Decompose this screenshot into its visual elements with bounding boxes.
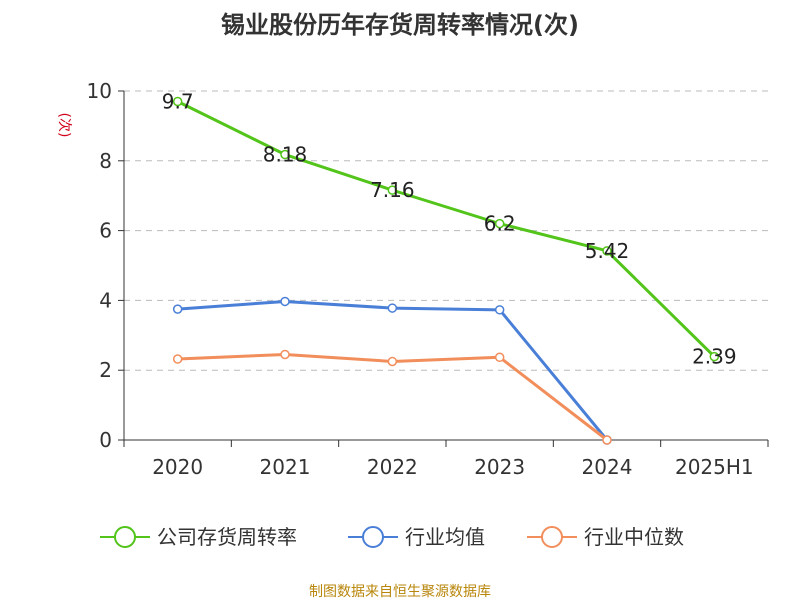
x-tick-label: 2020	[152, 455, 203, 479]
chart-title: 锡业股份历年存货周转率情况(次)	[221, 11, 579, 39]
legend-label: 公司存货周转率	[157, 525, 297, 549]
data-point[interactable]	[172, 96, 183, 107]
source-note: 制图数据来自恒生聚源数据库	[309, 584, 491, 600]
y-tick-label: 6	[99, 219, 112, 243]
data-labels: 9.7 8.18 7.16 6.2 5.42 2.39	[162, 89, 737, 368]
data-point[interactable]	[602, 246, 612, 256]
data-label: 7.16	[370, 178, 415, 202]
x-tick-label: 2022	[367, 455, 418, 479]
data-point[interactable]	[172, 354, 183, 364]
legend-marker-icon	[541, 526, 563, 548]
y-axis-label: (次)	[56, 113, 72, 138]
y-tick-label: 8	[99, 149, 112, 173]
y-tick-label: 4	[99, 288, 112, 312]
legend-marker-icon	[362, 526, 384, 548]
data-point[interactable]	[709, 351, 720, 362]
data-point[interactable]	[280, 296, 290, 307]
data-point[interactable]	[280, 349, 290, 360]
axes: 0 2 4 6 8 10 2020 2021 2022 2023 2024 2025H1	[87, 79, 769, 479]
x-tick-label: 2025H1	[675, 455, 754, 479]
x-tick-label: 2023	[474, 455, 525, 479]
data-label: 5.42	[585, 239, 630, 263]
data-point[interactable]	[387, 303, 398, 313]
gridlines	[124, 90, 768, 371]
y-tick-label: 0	[99, 428, 112, 452]
y-tick-label: 10	[87, 79, 112, 103]
x-tick-label: 2024	[582, 455, 633, 479]
series-group	[172, 96, 720, 445]
legend-item[interactable]: 行业中位数	[527, 525, 684, 549]
data-label: 9.7	[162, 89, 194, 113]
data-label: 2.39	[692, 345, 737, 369]
legend-item[interactable]: 公司存货周转率	[100, 525, 297, 549]
series-line	[177, 100, 716, 358]
y-tick-label: 2	[99, 358, 112, 382]
series-line	[177, 352, 608, 442]
legend-item[interactable]: 行业均值	[348, 525, 485, 549]
data-point[interactable]	[280, 149, 290, 160]
data-point[interactable]	[494, 352, 505, 363]
data-point[interactable]	[494, 305, 505, 315]
data-label: 6.2	[484, 212, 516, 236]
legend-marker-icon	[114, 526, 136, 548]
legend-label: 行业均值	[405, 525, 485, 549]
data-point[interactable]	[387, 185, 398, 195]
data-label: 8.18	[263, 143, 308, 167]
series-line	[177, 299, 609, 441]
legend-label: 行业中位数	[584, 525, 684, 549]
x-tick-label: 2021	[260, 455, 311, 479]
legend[interactable]: 公司存货周转率 行业均值 行业中位数	[100, 525, 684, 549]
data-point[interactable]	[494, 218, 505, 229]
data-point[interactable]	[172, 304, 183, 314]
data-point[interactable]	[387, 356, 398, 367]
data-point[interactable]	[602, 435, 612, 445]
